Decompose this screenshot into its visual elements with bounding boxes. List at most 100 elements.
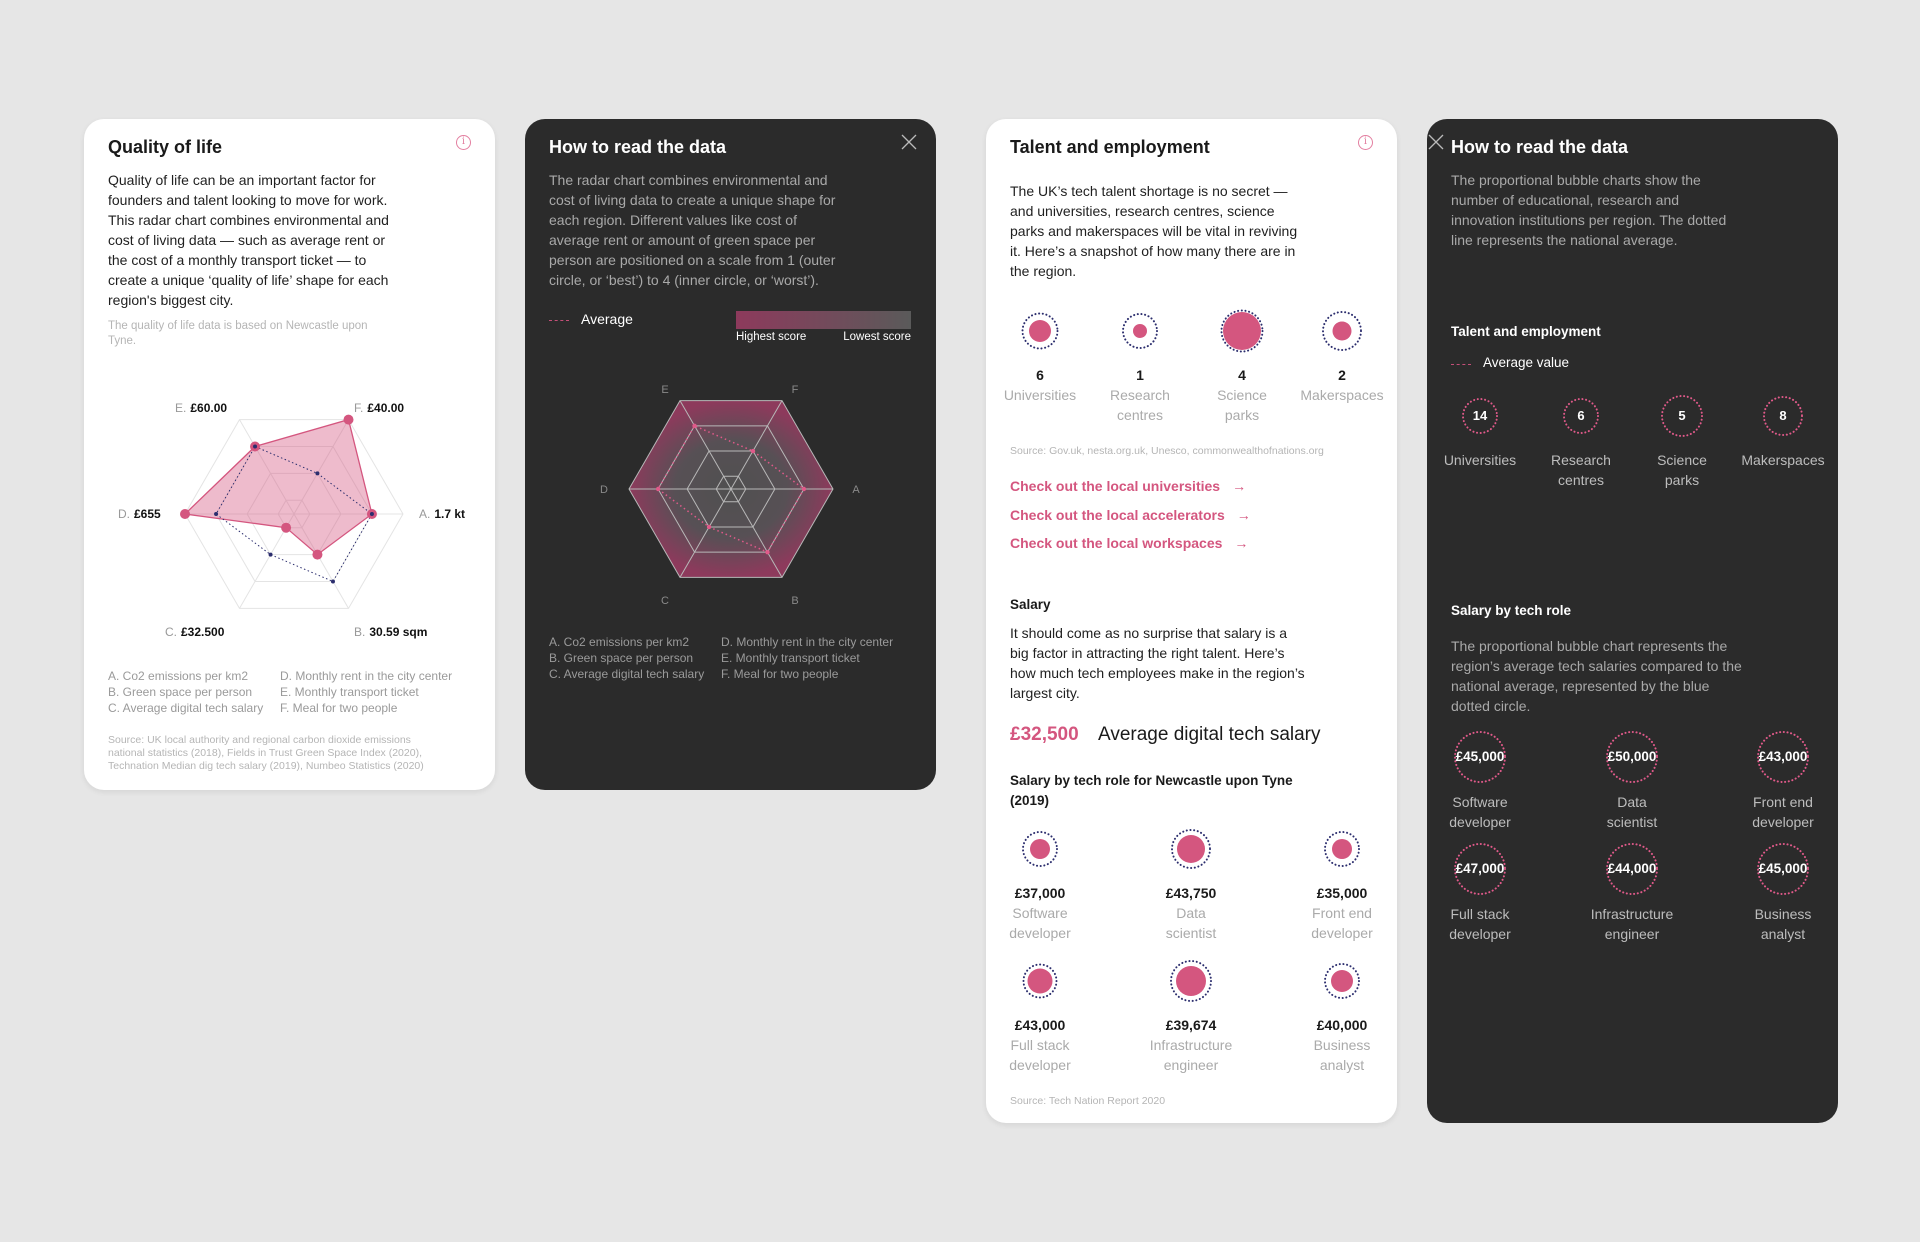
value-bubble	[1029, 320, 1051, 342]
grid-spoke	[293, 419, 349, 515]
axis-value: £32.500	[181, 625, 225, 639]
average-dotted-circle	[1454, 731, 1506, 783]
average-dotted-circle	[1171, 829, 1211, 869]
role-label: Software developer	[1449, 794, 1511, 830]
institution-count: 1	[1136, 367, 1144, 383]
institution-label: Science parks	[1217, 387, 1267, 423]
axis-legend-right: D. Monthly rent in the city center E. Mo…	[280, 669, 453, 715]
link-local-accelerators[interactable]: Check out the local accelerators →	[1010, 507, 1251, 523]
role-label: Business analyst	[1313, 1037, 1371, 1073]
salary-description: It should come as no surprise that salar…	[1010, 625, 1305, 701]
average-point	[750, 448, 756, 454]
close-icon[interactable]	[1427, 133, 1445, 151]
average-dotted-circle	[1170, 960, 1212, 1002]
average-role-salary: £50,000	[1607, 749, 1657, 764]
region-score-shape	[183, 418, 373, 556]
link-label[interactable]: Check out the local universities	[1010, 478, 1221, 494]
average-point	[655, 486, 661, 492]
card-description: Quality of life can be an important fact…	[108, 172, 389, 308]
axis-label: F. £40.00	[354, 401, 404, 415]
role-label: Data scientist	[1606, 794, 1658, 830]
role-label: Data scientist	[1165, 905, 1217, 941]
axis-value: £655	[134, 507, 161, 521]
average-dotted-circle	[1122, 313, 1158, 349]
salary-description: The proportional bubble chart represents…	[1451, 638, 1742, 714]
average-dotted-circle	[1606, 843, 1658, 895]
average-dotted-circle	[1324, 831, 1360, 867]
how-to-read-bubbles-card: How to read the data The proportional bu…	[1427, 119, 1838, 1123]
institution-label: Research centres	[1110, 387, 1170, 423]
role-salary: £43,000	[1014, 1017, 1066, 1033]
average-dotted-circle	[1757, 731, 1809, 783]
link-local-workspaces[interactable]: Check out the local workspaces →	[1010, 535, 1248, 551]
average-point	[765, 549, 770, 555]
average-line-swatch	[549, 320, 569, 321]
role-label: Infrastructure engineer	[1590, 906, 1674, 942]
average-salary-value: £32,500	[1010, 724, 1079, 745]
average-line-swatch	[1451, 364, 1471, 365]
average-point	[801, 486, 807, 492]
score-point	[343, 414, 354, 425]
institution-label: Makerspaces	[1300, 387, 1384, 403]
axis-legend-right: D. Monthly rent in the city center E. Mo…	[721, 635, 894, 681]
card-description: The proportional bubble charts show the …	[1451, 172, 1727, 248]
average-dotted-circle	[1324, 963, 1360, 999]
role-salary: £35,000	[1316, 885, 1368, 901]
axis-label: D. £655	[118, 507, 161, 521]
source-note: Source: Gov.uk, nesta.org.uk, Unesco, co…	[1010, 445, 1324, 457]
average-point	[253, 444, 258, 449]
axis-letter: B.	[354, 625, 365, 639]
source-note: Source: UK local authority and regional …	[108, 734, 424, 772]
card-description: The radar chart combines environmental a…	[549, 172, 836, 288]
value-bubble	[1176, 966, 1206, 996]
axis-letter: A	[852, 484, 860, 496]
info-icon[interactable]: i	[456, 135, 471, 150]
average-count: 14	[1472, 408, 1488, 423]
value-bubble	[1027, 968, 1053, 994]
institution-count: 6	[1036, 367, 1044, 383]
value-bubble	[1332, 839, 1352, 859]
average-point	[369, 512, 374, 516]
average-dotted-circle	[1661, 395, 1703, 437]
talent-employment-card: Talent and employment i The UK’s tech ta…	[986, 119, 1397, 1123]
arrow-right-icon: →	[1234, 535, 1249, 551]
close-icon[interactable]	[900, 133, 918, 151]
institution-count: 4	[1238, 367, 1246, 383]
axis-letter: B	[791, 595, 798, 607]
salary-heading: Salary by tech role	[1451, 603, 1572, 618]
link-local-universities[interactable]: Check out the local universities →	[1010, 478, 1246, 494]
grid-spoke	[293, 513, 349, 609]
grid-spoke	[679, 400, 732, 490]
institution-label: Makerspaces	[1741, 452, 1825, 468]
role-label: Software developer	[1009, 905, 1071, 941]
grid-spoke	[239, 419, 295, 515]
arrow-right-icon: →	[1236, 507, 1251, 523]
average-dotted-circle	[1462, 398, 1498, 434]
average-point	[330, 579, 335, 584]
axis-value: 1.7 kt	[434, 507, 465, 521]
average-point	[706, 524, 712, 530]
axis-value: £60.00	[190, 401, 227, 415]
roles-source-note: Source: Tech Nation Report 2020	[1010, 1095, 1166, 1107]
average-dotted-circle	[1763, 396, 1803, 436]
average-dotted-circle	[1322, 311, 1362, 351]
quality-radar-chart: A. 1.7 kt B. 30.59 sqm C. £32.500 D. £655 E. £60.…	[118, 401, 465, 639]
link-label[interactable]: Check out the local workspaces	[1010, 535, 1223, 551]
info-icon[interactable]: i	[1358, 135, 1373, 150]
institution-label: Universities	[1003, 387, 1077, 403]
quality-of-life-card: Quality of life i Quality of life can be…	[84, 119, 495, 790]
institution-label: Science parks	[1657, 452, 1707, 488]
average-salary-label: Average digital tech salary	[1098, 724, 1321, 745]
link-label[interactable]: Check out the local accelerators	[1010, 507, 1225, 523]
average-count: 8	[1779, 408, 1787, 423]
card-title: How to read the data	[1451, 137, 1629, 157]
average-dotted-circle	[1757, 843, 1809, 895]
role-label: Front end developer	[1752, 794, 1814, 830]
average-dotted-circle	[1022, 963, 1058, 999]
average-point	[315, 471, 320, 476]
score-gradient-bar	[736, 311, 911, 329]
highest-score-label: Highest score	[736, 331, 807, 343]
value-bubble	[1331, 970, 1353, 992]
average-legend-label: Average	[581, 311, 633, 327]
talent-bubbles	[1021, 309, 1362, 1002]
